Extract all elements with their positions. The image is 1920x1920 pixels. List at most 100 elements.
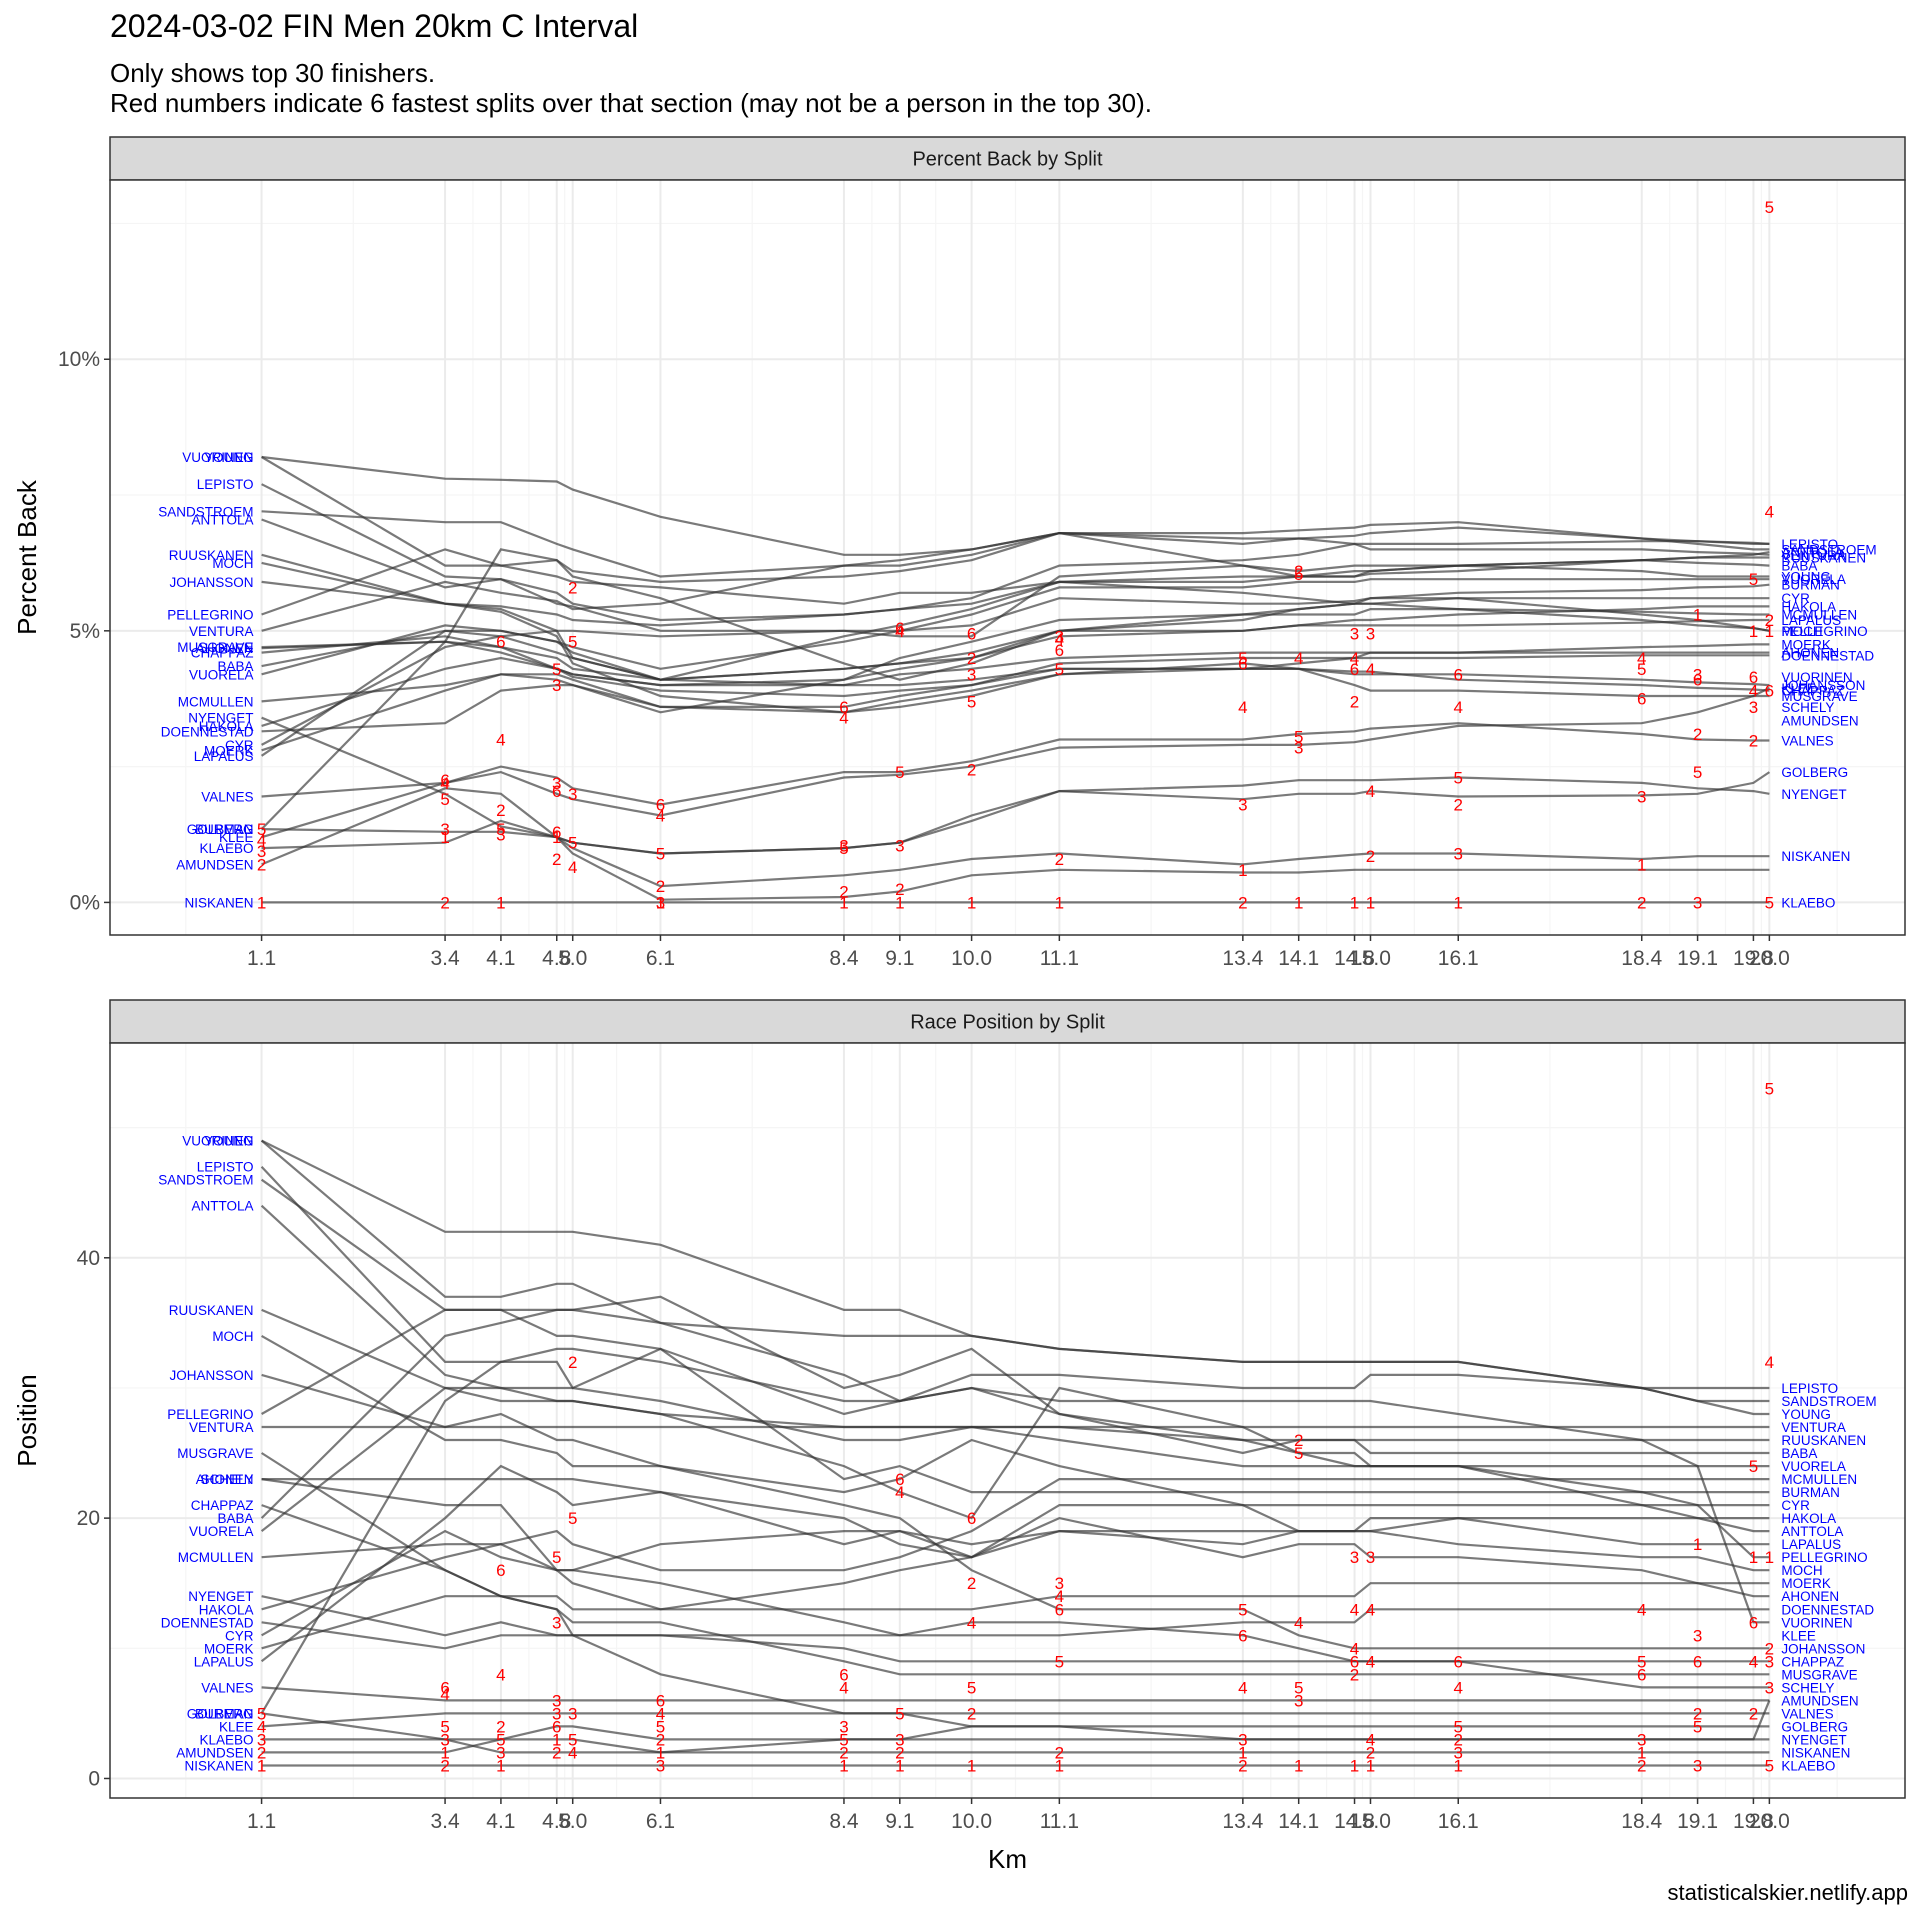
fast-split-rank: 5 bbox=[1637, 1652, 1646, 1671]
fast-split-rank: 4 bbox=[1637, 649, 1646, 668]
athlete-end-label: NYENGET bbox=[1781, 1732, 1846, 1747]
athlete-line bbox=[261, 1478, 1770, 1572]
x-tick-label: 10.0 bbox=[951, 1810, 992, 1833]
athlete-start-label: KLAEBO bbox=[200, 1732, 254, 1747]
fast-split-rank: 6 bbox=[895, 1470, 904, 1489]
x-tick-label: 14.1 bbox=[1278, 947, 1319, 970]
panel-background bbox=[110, 180, 1905, 935]
x-tick-label: 18.4 bbox=[1621, 1810, 1662, 1833]
x-tick-label: 1.1 bbox=[247, 1810, 276, 1833]
athlete-start-label: LAPALUS bbox=[194, 749, 254, 764]
fast-split-rank: 4 bbox=[257, 1717, 266, 1736]
fast-split-rank: 2 bbox=[552, 850, 561, 869]
athlete-start-label: KLEE bbox=[219, 1719, 254, 1734]
athlete-line bbox=[261, 787, 1770, 901]
fast-split-rank: 4 bbox=[1765, 1353, 1774, 1372]
fast-split-rank: 1 bbox=[1055, 1756, 1064, 1775]
athlete-start-label: BURMAN bbox=[195, 822, 254, 837]
fast-split-rank: 2 bbox=[967, 1574, 976, 1593]
fast-split-rank: 5 bbox=[257, 1704, 266, 1723]
x-tick-label: 20.0 bbox=[1749, 947, 1790, 970]
fast-split-rank: 4 bbox=[656, 1704, 665, 1723]
athlete-end-label: NYENGET bbox=[1781, 787, 1846, 802]
athlete-start-label: SANDSTROEM bbox=[158, 504, 253, 519]
fast-split-rank: 1 bbox=[1294, 893, 1303, 912]
fast-split-rank: 3 bbox=[552, 676, 561, 695]
fast-split-rank: 2 bbox=[1454, 796, 1463, 815]
athlete-end-label: MOCH bbox=[1781, 1563, 1822, 1578]
athlete-line bbox=[260, 1464, 1770, 1663]
athlete-end-label: KLEE bbox=[1781, 1628, 1816, 1643]
fast-split-rank: 2 bbox=[1637, 893, 1646, 912]
athlete-end-label: LAPALUS bbox=[1781, 613, 1841, 628]
fast-split-rank: 5 bbox=[839, 839, 848, 858]
fast-split-rank: 2 bbox=[1238, 1756, 1247, 1775]
y-axis-title: Position bbox=[12, 1374, 42, 1467]
athlete-start-label: VUORINEN bbox=[182, 450, 253, 465]
x-tick-label: 4.8 bbox=[542, 1810, 571, 1833]
athlete-end-label: BURMAN bbox=[1781, 1485, 1840, 1500]
athlete-start-label: MCMULLEN bbox=[178, 694, 254, 709]
panel-strip bbox=[109, 136, 1906, 181]
fast-split-rank: 5 bbox=[440, 790, 449, 809]
athlete-start-label: VENTURA bbox=[189, 624, 254, 639]
athlete-line bbox=[260, 548, 1770, 830]
fast-split-rank: 5 bbox=[1055, 1652, 1064, 1671]
fast-split-rank: 6 bbox=[1238, 1626, 1247, 1645]
fast-split-rank: 4 bbox=[1454, 1678, 1463, 1697]
fast-split-rank: 5 bbox=[1749, 570, 1758, 589]
fast-split-rank: 3 bbox=[1366, 1548, 1375, 1567]
x-tick-label: 19.8 bbox=[1733, 947, 1774, 970]
athlete-end-label: AHONEN bbox=[1781, 1589, 1839, 1604]
fast-split-rank: 1 bbox=[1366, 893, 1375, 912]
fast-split-rank: 1 bbox=[839, 893, 848, 912]
fast-split-rank: 5 bbox=[1238, 1600, 1247, 1619]
fast-split-rank: 5 bbox=[1749, 1457, 1758, 1476]
athlete-line bbox=[260, 1347, 1770, 1714]
fast-split-rank: 3 bbox=[967, 665, 976, 684]
fast-split-rank: 4 bbox=[1350, 649, 1359, 668]
fast-split-rank: 2 bbox=[967, 649, 976, 668]
x-tick-label: 3.4 bbox=[430, 947, 460, 970]
fast-split-rank: 2 bbox=[1749, 732, 1758, 751]
y-tick-label: 40 bbox=[77, 1247, 100, 1270]
athlete-end-label: VUORINEN bbox=[1781, 670, 1852, 685]
fast-split-rank: 1 bbox=[967, 893, 976, 912]
fast-split-rank: 1 bbox=[1055, 893, 1064, 912]
fast-split-rank: 3 bbox=[1294, 1691, 1303, 1710]
athlete-end-label: RUUSKANEN bbox=[1781, 551, 1866, 566]
athlete-line bbox=[261, 483, 1770, 622]
fast-split-rank: 5 bbox=[1454, 768, 1463, 787]
fast-split-rank: 3 bbox=[1238, 796, 1247, 815]
athlete-start-label: CYR bbox=[225, 1628, 254, 1643]
y-tick-label: 20 bbox=[77, 1507, 100, 1530]
fast-split-rank: 4 bbox=[496, 1665, 505, 1684]
x-tick-label: 19.1 bbox=[1677, 947, 1718, 970]
fast-split-rank: 2 bbox=[1350, 1665, 1359, 1684]
athlete-start-label: MUSGRAVE bbox=[177, 640, 253, 655]
fast-split-rank: 3 bbox=[1055, 1574, 1064, 1593]
athlete-start-label: RUUSKANEN bbox=[169, 548, 254, 563]
athlete-start-label: GOLBERG bbox=[187, 822, 254, 837]
athlete-line bbox=[261, 1738, 1770, 1754]
athlete-start-label: PELLEGRINO bbox=[167, 608, 253, 623]
athlete-start-label: DOENNESTAD bbox=[161, 724, 254, 739]
athlete-line bbox=[261, 1334, 1770, 1572]
x-tick-label: 8.4 bbox=[829, 1810, 859, 1833]
fast-split-rank: 6 bbox=[1350, 1652, 1359, 1671]
fast-split-rank: 3 bbox=[440, 820, 449, 839]
fast-split-rank: 4 bbox=[1366, 1652, 1375, 1671]
athlete-end-label: MUSGRAVE bbox=[1781, 689, 1857, 704]
athlete-end-label: ANTTOLA bbox=[1781, 1524, 1843, 1539]
fast-split-rank: 3 bbox=[1350, 625, 1359, 644]
fast-split-rank: 6 bbox=[1350, 660, 1359, 679]
athlete-start-label: MCMULLEN bbox=[178, 1550, 254, 1565]
fast-split-rank: 5 bbox=[656, 1717, 665, 1736]
athlete-end-label: CYR bbox=[1781, 591, 1810, 606]
fast-split-rank: 4 bbox=[1238, 698, 1247, 717]
fast-split-rank: 5 bbox=[552, 1548, 561, 1567]
fast-split-rank: 4 bbox=[1238, 1678, 1247, 1697]
athlete-line bbox=[261, 1504, 1770, 1637]
fast-split-rank: 5 bbox=[656, 845, 665, 864]
athlete-line bbox=[261, 722, 1770, 806]
